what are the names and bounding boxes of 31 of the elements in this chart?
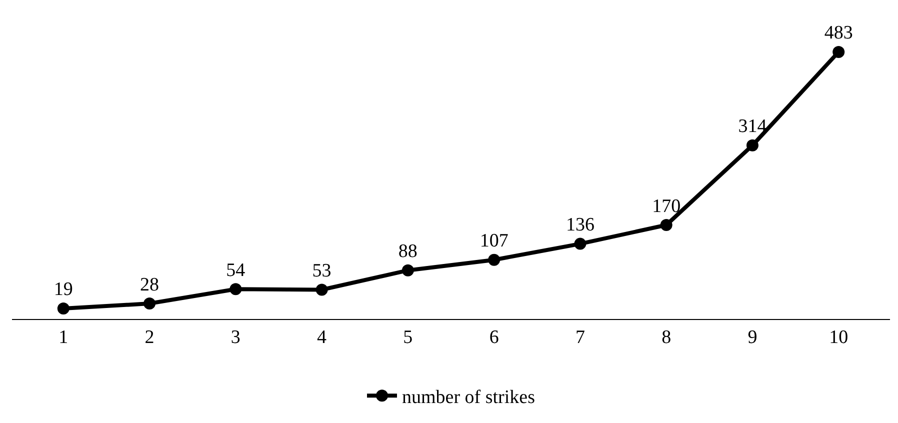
x-tick-label: 3 [230,326,240,348]
x-tick-label: 8 [662,326,672,348]
data-label: 136 [566,214,594,236]
data-label: 107 [480,230,508,252]
data-label: 28 [140,274,160,296]
x-tick-label: 5 [403,326,413,348]
data-label: 314 [738,116,768,138]
point [746,139,758,152]
x-tick-label: 6 [489,326,499,348]
point [57,302,70,314]
legend-label: number of strikes [402,387,535,408]
data-label: 54 [226,260,246,281]
x-tick-label: 7 [575,326,585,348]
x-tick-label: 2 [144,326,154,348]
point [574,238,586,250]
data-label: 53 [312,260,332,282]
x-tick-label: 4 [317,326,328,348]
data-label: 170 [652,196,681,217]
x-tick-label: 10 [829,326,848,348]
point [832,46,845,58]
x-tick-label: 1 [58,326,68,348]
point [660,219,672,232]
data-label: 483 [824,22,853,44]
point [230,283,242,296]
x-tick-label: 9 [748,326,758,348]
data-label: 88 [398,241,418,262]
point [144,298,156,310]
point [316,284,328,296]
data-label: 19 [54,279,73,300]
point [488,254,500,266]
point [402,264,414,276]
